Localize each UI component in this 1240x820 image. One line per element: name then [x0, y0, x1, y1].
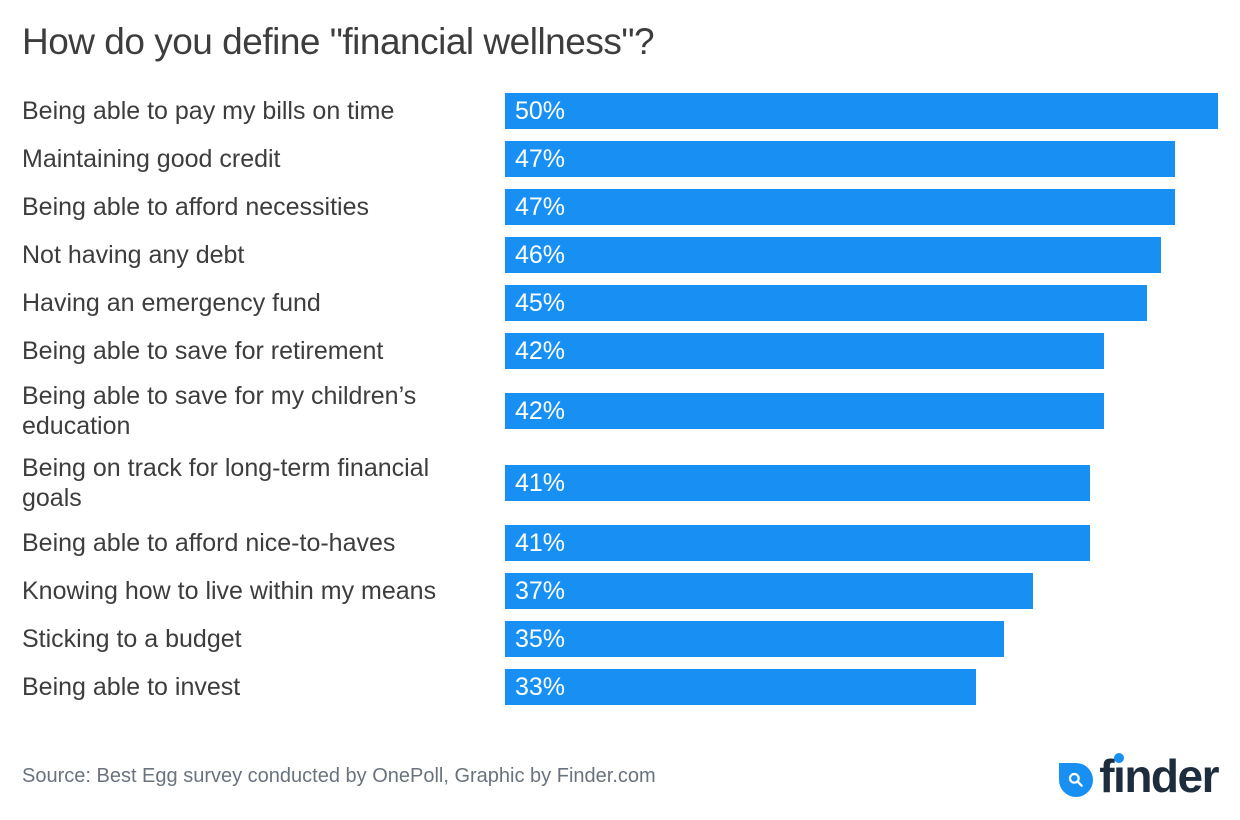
- category-label: Being able to afford nice-to-haves: [22, 529, 396, 557]
- bar-track: 41%: [505, 465, 1218, 501]
- value-label: 45%: [515, 288, 566, 317]
- bar: 41%: [505, 525, 1090, 561]
- magnifier-droplet-icon: [1059, 763, 1094, 797]
- chart-row: Knowing how to live within my means 37%: [22, 573, 1218, 609]
- bar-track: 50%: [505, 93, 1218, 129]
- bar-track: 41%: [505, 525, 1218, 561]
- bar: 41%: [505, 465, 1090, 501]
- value-label: 42%: [515, 336, 566, 365]
- logo-i-dot: [1113, 753, 1124, 763]
- category-label: Maintaining good credit: [22, 145, 281, 173]
- category-label: Sticking to a budget: [22, 625, 242, 653]
- value-label: 47%: [515, 144, 566, 173]
- category-label: Knowing how to live within my means: [22, 577, 437, 605]
- finder-logo: f ı nder: [1059, 750, 1219, 802]
- bar-track: 42%: [505, 333, 1218, 369]
- bar-track: 47%: [505, 141, 1218, 177]
- chart-row: Being able to afford nice-to-haves 41%: [22, 525, 1218, 561]
- bar: 47%: [505, 189, 1176, 225]
- chart-row: Not having any debt 46%: [22, 237, 1218, 273]
- chart-row: Being able to invest 33%: [22, 669, 1218, 705]
- category-label: Being able to pay my bills on time: [22, 97, 395, 125]
- bar-track: 33%: [505, 669, 1218, 705]
- bar-track: 35%: [505, 621, 1218, 657]
- value-label: 41%: [515, 468, 566, 497]
- category-label: Being on track for long-term financial g…: [22, 454, 430, 512]
- bar-track: 45%: [505, 285, 1218, 321]
- value-label: 42%: [515, 396, 566, 425]
- footer: Source: Best Egg survey conducted by One…: [0, 732, 1240, 820]
- chart-row: Maintaining good credit 47%: [22, 141, 1218, 177]
- value-label: 33%: [515, 672, 566, 701]
- category-label: Being able to save for retirement: [22, 337, 384, 365]
- bar: 45%: [505, 285, 1147, 321]
- chart-title: How do you define "financial wellness"?: [22, 21, 655, 62]
- bar: 33%: [505, 669, 976, 705]
- category-label: Not having any debt: [22, 241, 245, 269]
- finder-wordmark: f ı nder: [1099, 750, 1219, 802]
- chart-row: Being able to afford necessities 47%: [22, 189, 1218, 225]
- bar-track: 47%: [505, 189, 1218, 225]
- bar-track: 42%: [505, 393, 1218, 429]
- logo-letter-f: f: [1099, 750, 1114, 802]
- bar: 46%: [505, 237, 1161, 273]
- logo-letter-i: ı: [1113, 750, 1126, 802]
- chart-row: Being able to save for retirement 42%: [22, 333, 1218, 369]
- chart-row: Having an emergency fund 45%: [22, 285, 1218, 321]
- value-label: 50%: [515, 96, 566, 125]
- value-label: 37%: [515, 576, 566, 605]
- bar: 42%: [505, 393, 1104, 429]
- category-label: Having an emergency fund: [22, 289, 321, 317]
- category-label: Being able to invest: [22, 673, 241, 701]
- chart-row: Sticking to a budget 35%: [22, 621, 1218, 657]
- value-label: 47%: [515, 192, 566, 221]
- bar-chart: Being able to pay my bills on time 50% M…: [22, 93, 1218, 705]
- chart-row: Being on track for long-term financial g…: [22, 453, 1218, 513]
- bar: 37%: [505, 573, 1033, 609]
- bar-track: 46%: [505, 237, 1218, 273]
- bar: 42%: [505, 333, 1104, 369]
- chart-row: Being able to save for my children’s edu…: [22, 381, 1218, 441]
- bar: 50%: [505, 93, 1218, 129]
- value-label: 46%: [515, 240, 566, 269]
- bar: 35%: [505, 621, 1005, 657]
- category-label: Being able to afford necessities: [22, 193, 369, 221]
- value-label: 41%: [515, 528, 566, 557]
- source-text: Source: Best Egg survey conducted by One…: [22, 764, 656, 787]
- logo-letters-rest: nder: [1124, 750, 1219, 802]
- chart-row: Being able to pay my bills on time 50%: [22, 93, 1218, 129]
- bar: 47%: [505, 141, 1176, 177]
- bar-track: 37%: [505, 573, 1218, 609]
- category-label: Being able to save for my children’s edu…: [22, 382, 417, 440]
- value-label: 35%: [515, 624, 566, 653]
